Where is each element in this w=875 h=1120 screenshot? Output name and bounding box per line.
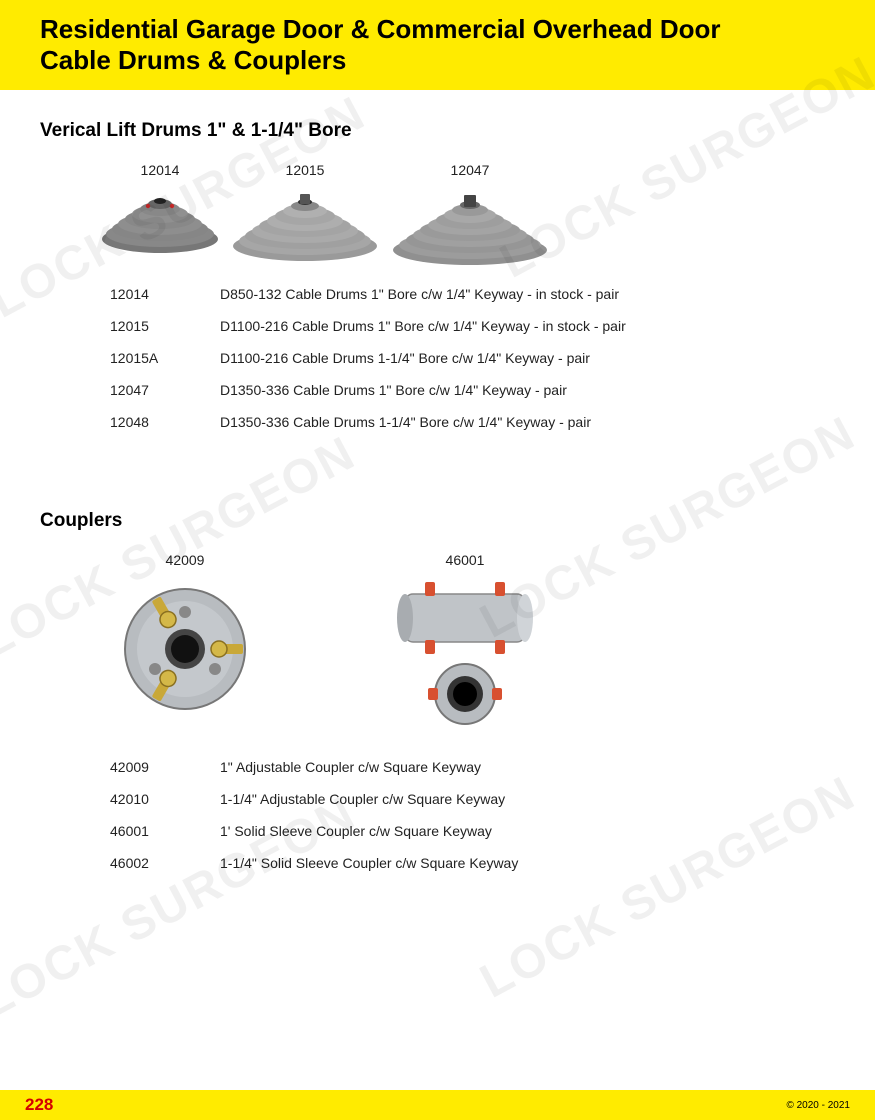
table-row: 42010 1-1/4" Adjustable Coupler c/w Squa… xyxy=(110,791,835,807)
table-row: 42009 1" Adjustable Coupler c/w Square K… xyxy=(110,759,835,775)
table-row: 12047 D1350-336 Cable Drums 1" Bore c/w … xyxy=(110,382,835,398)
product-label: 12015 xyxy=(286,162,325,178)
section-heading: Couplers xyxy=(40,510,835,532)
adjustable-coupler-icon xyxy=(110,574,260,724)
product-label: 12014 xyxy=(141,162,180,178)
spec-code: 12047 xyxy=(110,382,220,398)
drum-images-row: 12014 12015 xyxy=(100,162,835,266)
table-row: 12015 D1100-216 Cable Drums 1" Bore c/w … xyxy=(110,318,835,334)
section-couplers: Couplers 42009 xyxy=(40,510,835,871)
drum-spec-table: 12014 D850-132 Cable Drums 1" Bore c/w 1… xyxy=(110,286,835,430)
drum-image-12015: 12015 xyxy=(230,162,380,266)
section-heading: Verical Lift Drums 1" & 1-1/4" Bore xyxy=(40,120,835,142)
spec-desc: D1100-216 Cable Drums 1" Bore c/w 1/4" K… xyxy=(220,318,835,334)
spec-code: 42009 xyxy=(110,759,220,775)
page-footer: 228 © 2020 - 2021 xyxy=(0,1090,875,1120)
title-line-1: Residential Garage Door & Commercial Ove… xyxy=(40,14,721,44)
spec-code: 12015 xyxy=(110,318,220,334)
page-content: Verical Lift Drums 1" & 1-1/4" Bore 1201… xyxy=(0,90,875,871)
spec-code: 12014 xyxy=(110,286,220,302)
table-row: 12014 D850-132 Cable Drums 1" Bore c/w 1… xyxy=(110,286,835,302)
coupler-images-row: 42009 xyxy=(110,552,835,734)
coupler-image-42009: 42009 xyxy=(110,552,260,724)
drum-image-12047: 12047 xyxy=(390,162,550,266)
drum-icon xyxy=(230,184,380,262)
spec-code: 46001 xyxy=(110,823,220,839)
spec-desc: D1350-336 Cable Drums 1-1/4" Bore c/w 1/… xyxy=(220,414,835,430)
spec-desc: D1100-216 Cable Drums 1-1/4" Bore c/w 1/… xyxy=(220,350,835,366)
spec-desc: 1-1/4" Adjustable Coupler c/w Square Key… xyxy=(220,791,835,807)
spec-desc: 1' Solid Sleeve Coupler c/w Square Keywa… xyxy=(220,823,835,839)
drum-image-12014: 12014 xyxy=(100,162,220,266)
table-row: 46002 1-1/4" Solid Sleeve Coupler c/w Sq… xyxy=(110,855,835,871)
product-label: 12047 xyxy=(451,162,490,178)
table-row: 12015A D1100-216 Cable Drums 1-1/4" Bore… xyxy=(110,350,835,366)
spec-code: 42010 xyxy=(110,791,220,807)
spec-desc: 1" Adjustable Coupler c/w Square Keyway xyxy=(220,759,835,775)
table-row: 46001 1' Solid Sleeve Coupler c/w Square… xyxy=(110,823,835,839)
page-number: 228 xyxy=(25,1095,53,1115)
spec-desc: 1-1/4" Solid Sleeve Coupler c/w Square K… xyxy=(220,855,835,871)
spec-desc: D1350-336 Cable Drums 1" Bore c/w 1/4" K… xyxy=(220,382,835,398)
title-line-2: Cable Drums & Couplers xyxy=(40,45,346,75)
drum-icon xyxy=(390,184,550,266)
spec-desc: D850-132 Cable Drums 1" Bore c/w 1/4" Ke… xyxy=(220,286,835,302)
copyright-text: © 2020 - 2021 xyxy=(786,1100,850,1111)
spec-code: 46002 xyxy=(110,855,220,871)
product-label: 46001 xyxy=(446,552,485,568)
page-title: Residential Garage Door & Commercial Ove… xyxy=(40,14,835,76)
spec-code: 12048 xyxy=(110,414,220,430)
table-row: 12048 D1350-336 Cable Drums 1-1/4" Bore … xyxy=(110,414,835,430)
sleeve-coupler-icon xyxy=(380,574,550,734)
drum-icon xyxy=(100,184,220,254)
product-label: 42009 xyxy=(166,552,205,568)
spec-code: 12015A xyxy=(110,350,220,366)
page-header: Residential Garage Door & Commercial Ove… xyxy=(0,0,875,90)
coupler-spec-table: 42009 1" Adjustable Coupler c/w Square K… xyxy=(110,759,835,871)
section-vertical-lift-drums: Verical Lift Drums 1" & 1-1/4" Bore 1201… xyxy=(40,120,835,430)
coupler-image-46001: 46001 xyxy=(380,552,550,734)
